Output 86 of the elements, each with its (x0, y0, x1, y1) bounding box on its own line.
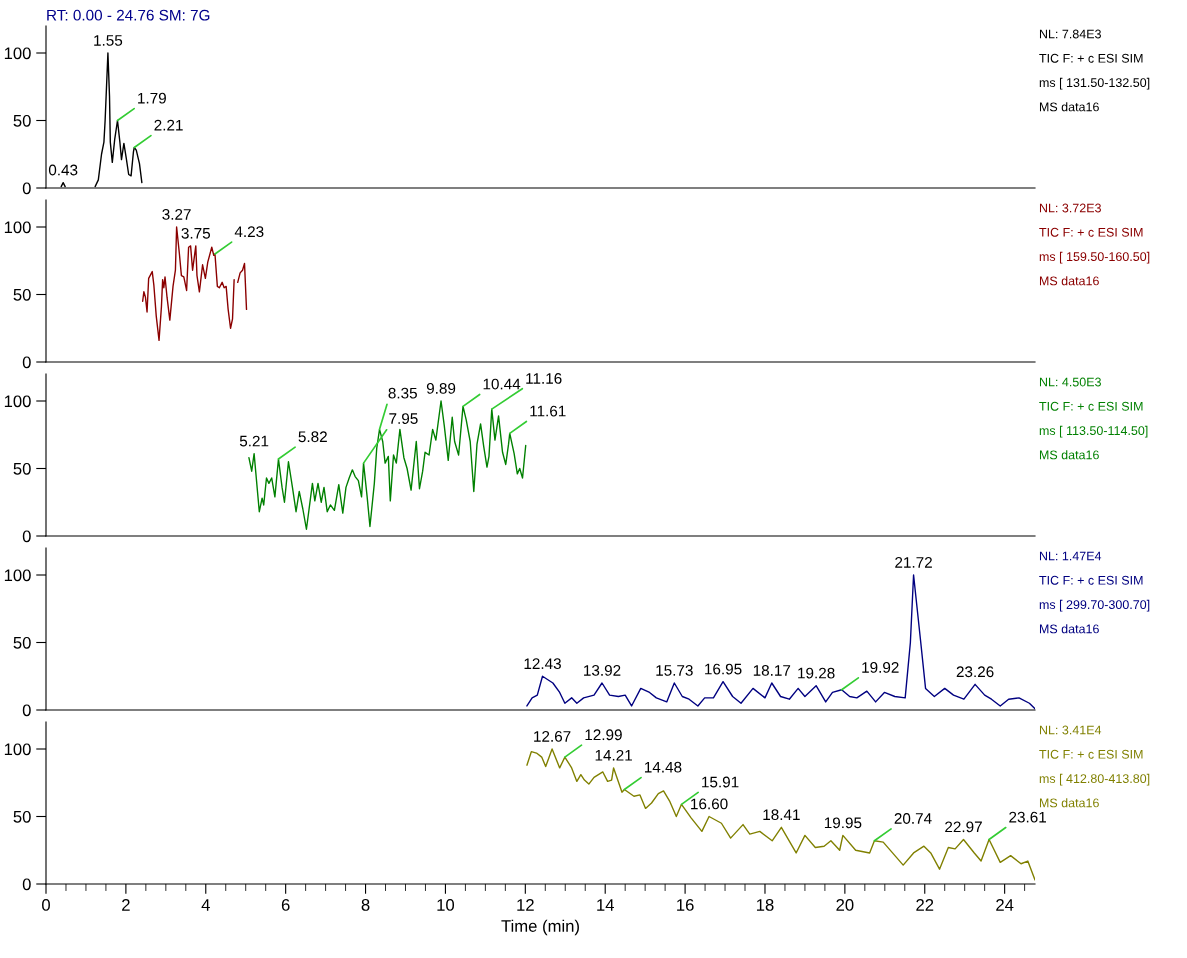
annotation: 14.21 (595, 749, 632, 761)
annotation: 3.75 (181, 227, 211, 239)
annotation: 7.95 (389, 413, 418, 424)
text: ms [ 412.80-413.80] (1039, 773, 1150, 786)
text: TIC F: + c ESI SIM (1039, 749, 1143, 759)
annotation: 5.82 (298, 431, 327, 443)
y-tick-label: 100 (4, 47, 31, 60)
annotation: 14.48 (644, 761, 682, 773)
annotation: 8.35 (388, 387, 417, 399)
text: TIC F: + c ESI SIM (1039, 575, 1143, 585)
text: ms [ 299.70-300.70] (1039, 599, 1150, 612)
annotation: 0.43 (48, 164, 78, 176)
annotation: 12.67 (534, 730, 571, 742)
annotation: 5.21 (239, 435, 269, 447)
y-tick-label: 50 (13, 462, 31, 475)
x-tick-label: 8 (361, 899, 370, 911)
annotation: 23.26 (956, 666, 994, 678)
x-tick-label: 10 (437, 899, 455, 911)
text: ms [ 113.50-114.50] (1039, 425, 1148, 438)
y-tick-label: 50 (13, 810, 31, 823)
annotation: 12.43 (524, 658, 561, 670)
x-tick-label: 16 (677, 899, 694, 911)
text: ms [ 159.50-160.50] (1039, 251, 1150, 264)
y-tick-label: 50 (13, 114, 31, 127)
y-tick-label: 0 (22, 704, 31, 717)
x-tick-label: 22 (916, 899, 934, 911)
y-tick-label: 50 (13, 288, 31, 301)
text: NL: 1.47E4 (1039, 551, 1102, 561)
annotation: 20.74 (894, 813, 932, 824)
x-tick-label: 12 (517, 899, 534, 911)
y-tick-label: 100 (4, 395, 31, 408)
x-tick-label: 2 (122, 899, 130, 911)
annotation: 1.55 (94, 35, 123, 46)
annotation: 19.92 (862, 662, 899, 673)
x-tick-label: 24 (996, 899, 1014, 911)
x-tick-label: 6 (281, 899, 290, 911)
annotation: 21.72 (895, 556, 932, 568)
line-series (526, 574, 1035, 710)
text: NL: 3.72E3 (1039, 203, 1101, 213)
annotation: 16.60 (691, 798, 728, 810)
x-tick-label: 18 (756, 899, 774, 911)
y-tick-label: 0 (22, 356, 31, 369)
annotation: 18.41 (763, 809, 800, 821)
annotation: 9.89 (426, 382, 456, 394)
annotation: 4.23 (234, 226, 264, 238)
text: ms [ 131.50-132.50] (1039, 77, 1150, 90)
annotation: 23.61 (1009, 811, 1046, 823)
chart-title: RT: 0.00 - 24.76 SM: 7G (47, 9, 210, 21)
annotation: 11.16 (526, 373, 562, 384)
text: NL: 7.84E3 (1039, 29, 1101, 39)
annotation: 15.73 (656, 664, 693, 676)
text: NL: 3.41E4 (1039, 725, 1102, 735)
x-tick-label: 14 (597, 899, 614, 911)
annotation: 15.91 (702, 776, 739, 788)
text: NL: 4.50E3 (1039, 377, 1101, 387)
annotation: 22.97 (945, 821, 982, 833)
x-tick-label: 4 (201, 899, 210, 911)
text: MS data16 (1039, 624, 1099, 634)
text: MS data16 (1039, 276, 1099, 286)
annotation: 19.28 (798, 667, 835, 679)
y-tick-label: 50 (13, 636, 31, 649)
annotation: 16.95 (705, 663, 742, 675)
text: TIC F: + c ESI SIM (1039, 227, 1143, 237)
annotation: 12.99 (585, 729, 622, 741)
text: TIC F: + c ESI SIM (1039, 401, 1143, 411)
annotation: 13.92 (584, 664, 621, 676)
annotation: 10.44 (483, 378, 521, 390)
text: TIC F: + c ESI SIM (1039, 53, 1143, 63)
x-axis-title: Time (min) (501, 919, 579, 936)
text: MS data16 (1039, 798, 1099, 808)
y-tick-label: 100 (4, 743, 31, 756)
text: MS data16 (1039, 450, 1099, 460)
annotation: 3.27 (162, 209, 191, 220)
text: MS data16 (1039, 102, 1099, 112)
y-tick-label: 0 (22, 182, 31, 195)
annotation: 2.21 (154, 119, 183, 131)
annotation: 1.79 (138, 92, 166, 104)
y-tick-label: 100 (4, 221, 31, 234)
y-tick-label: 0 (22, 530, 31, 543)
y-tick-label: 0 (22, 878, 31, 891)
x-tick-label: 0 (42, 899, 50, 911)
annotation: 18.17 (753, 664, 791, 676)
annotation: 11.61 (530, 405, 566, 417)
annotation: 19.95 (824, 817, 862, 829)
y-tick-label: 100 (4, 569, 31, 582)
x-tick-label: 20 (836, 899, 854, 911)
